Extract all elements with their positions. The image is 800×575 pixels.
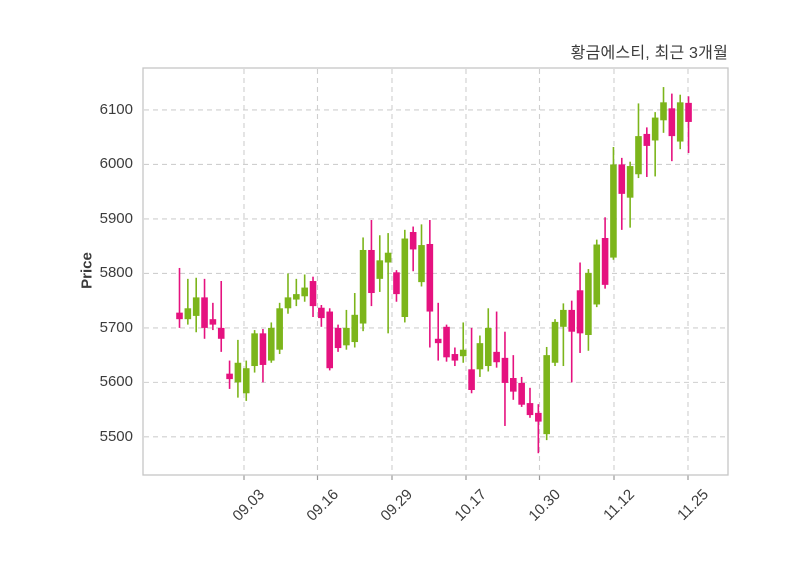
candle-body	[451, 354, 459, 361]
candle-body	[601, 237, 609, 285]
candle-body	[418, 245, 425, 283]
candle-body	[201, 297, 208, 328]
candle-body	[267, 327, 275, 361]
candle-body	[276, 308, 283, 350]
candle-body	[610, 164, 617, 258]
candle-body	[668, 108, 676, 137]
candle-body	[501, 357, 509, 383]
plot-border	[142, 67, 729, 476]
candle-body	[459, 349, 467, 357]
candle-body	[176, 312, 183, 320]
candle-body	[576, 290, 584, 334]
y-tick-label: 6000	[99, 155, 133, 173]
y-tick-label: 5900	[99, 209, 133, 227]
candle-body	[560, 309, 567, 327]
candle-body	[551, 321, 559, 363]
candle-body	[368, 249, 375, 294]
candle-body	[518, 382, 525, 405]
candle-body	[660, 102, 667, 121]
candle-body	[434, 338, 442, 344]
candle-body	[468, 369, 475, 391]
candle-body	[651, 117, 659, 141]
candle-body	[284, 297, 292, 309]
y-tick-label: 5500	[99, 427, 133, 445]
candle-body	[309, 281, 317, 307]
candle-body	[526, 403, 534, 416]
candle-body	[226, 373, 233, 380]
candle-body	[393, 272, 400, 295]
candle-body	[568, 309, 576, 332]
candle-body	[326, 311, 334, 369]
candle-body	[384, 252, 392, 263]
candle-body	[635, 136, 642, 175]
candle-body	[184, 308, 192, 320]
candle-body	[443, 326, 450, 358]
candle-body	[376, 260, 384, 279]
candle-body	[301, 287, 308, 297]
candle-body	[217, 327, 225, 339]
candle-body	[585, 272, 592, 335]
candle-body	[259, 333, 267, 365]
candle-body	[626, 166, 634, 198]
candle-body	[510, 378, 517, 392]
candle-body	[409, 231, 417, 250]
candle-body	[318, 307, 325, 319]
candle-body	[242, 368, 250, 394]
candle-body	[618, 164, 626, 194]
candle-body	[476, 343, 484, 370]
candle-body	[493, 351, 500, 363]
y-tick-label: 5700	[99, 318, 133, 336]
candle-body	[593, 244, 601, 305]
candle-body	[643, 133, 651, 146]
candle-body	[543, 355, 550, 435]
candle-body	[676, 102, 684, 142]
chart-title: 황금에스티, 최근 3개월	[570, 45, 728, 62]
candle-body	[209, 319, 217, 325]
candle-body	[401, 238, 409, 317]
candle-body	[192, 297, 200, 316]
candle-body	[293, 294, 300, 300]
candle-body	[685, 102, 692, 122]
y-tick-label: 5800	[99, 264, 133, 282]
candle-body	[251, 333, 258, 367]
y-tick-label: 6100	[99, 100, 133, 118]
y-tick-label: 5600	[99, 373, 133, 391]
candle-body	[351, 314, 359, 343]
candle-body	[535, 412, 542, 422]
candle-body	[343, 327, 350, 346]
candle-body	[334, 327, 342, 349]
candle-body	[426, 243, 434, 312]
candle-body	[359, 249, 367, 324]
candle-body	[484, 327, 492, 367]
candle-body	[234, 362, 242, 383]
